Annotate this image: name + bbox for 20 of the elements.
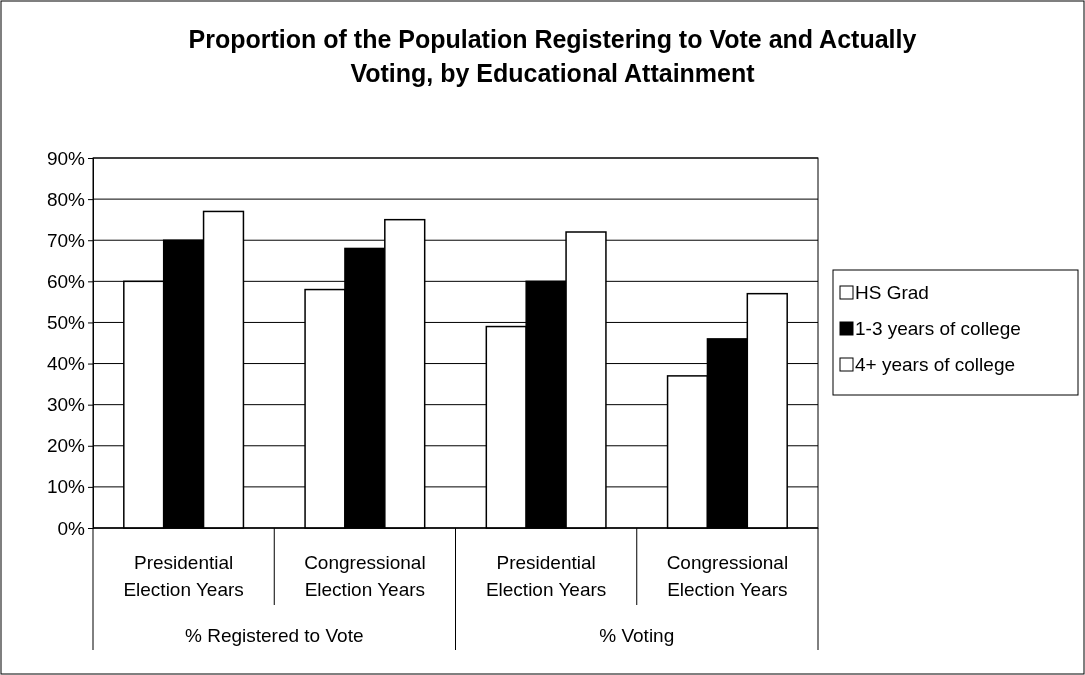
y-tick-label: 60%	[46, 270, 86, 292]
x-tick-label: Presidential Election Years	[485, 552, 607, 600]
legend-label: 1-3 years of college	[855, 318, 1021, 339]
legend-label: 4+ years of college	[855, 354, 1016, 375]
y-tick-label: 50%	[46, 312, 86, 334]
y-tick-label: 0%	[57, 517, 86, 539]
x-tick-label: Congressional Election Years	[304, 552, 426, 600]
y-tick-label: 30%	[46, 394, 86, 416]
y-tick-label: 80%	[46, 188, 86, 210]
y-tick-label: 90%	[46, 147, 86, 169]
y-tick-label: 40%	[46, 353, 86, 375]
text: % Voting	[599, 625, 675, 646]
text: % Registered to Vote	[185, 625, 364, 646]
x-tick-label: Presidential Election Years	[123, 552, 244, 600]
legend-label: HS Grad	[855, 282, 929, 303]
chart-title: Proportion of the Population Registering to Vote and Actually Voting, by Educational Attainment	[188, 25, 917, 87]
y-tick-label: 10%	[46, 476, 86, 498]
x-tick-label: Congressional Election Years	[666, 552, 789, 600]
y-tick-label: 70%	[46, 229, 86, 251]
y-tick-label: 20%	[46, 435, 86, 457]
